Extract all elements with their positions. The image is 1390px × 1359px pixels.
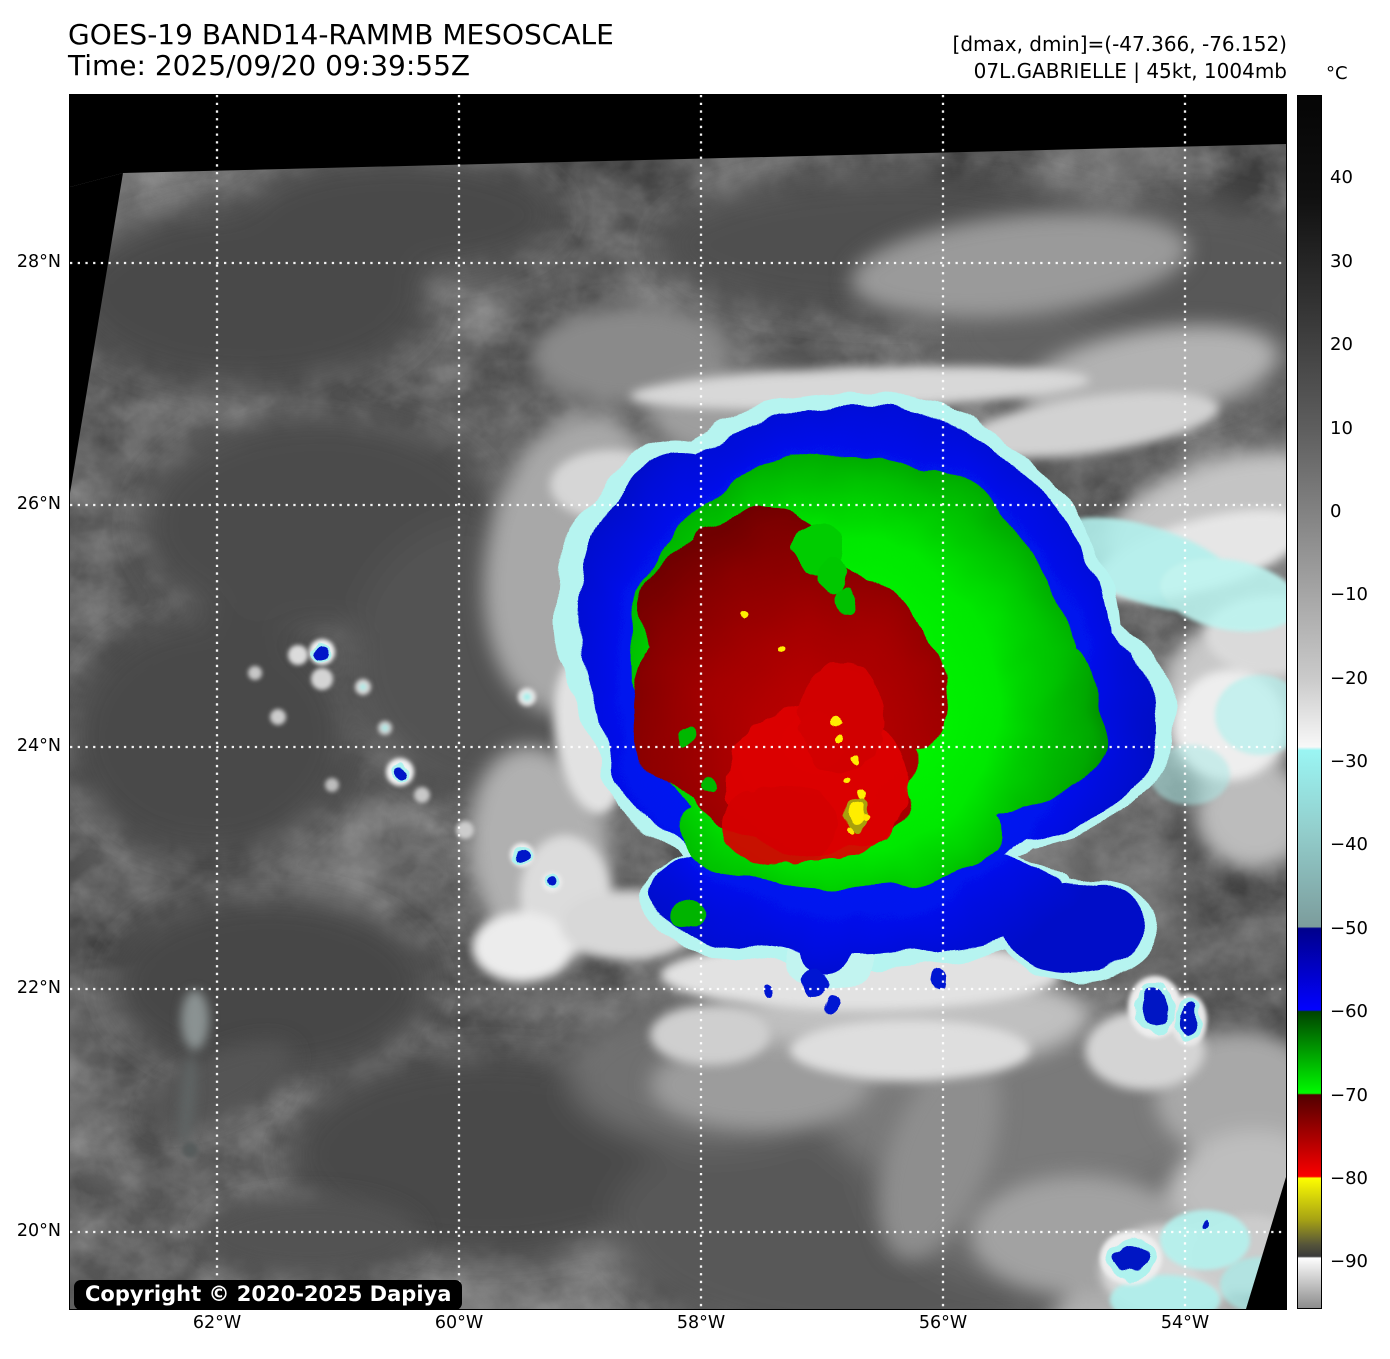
latitude-axis: 28°N 26°N 24°N 22°N 20°N <box>0 95 64 1309</box>
lon-label: 54°W <box>1160 1313 1210 1333</box>
colorbar-tick-label: −80 <box>1330 1167 1368 1189</box>
colorbar-tick-label: −50 <box>1330 917 1368 939</box>
satellite-map: Copyright © 2020-2025 Dapiya <box>69 94 1287 1310</box>
lat-label: 28°N <box>16 252 61 272</box>
colorbar-tick-label: −20 <box>1330 667 1368 689</box>
colorbar-tick-label: −30 <box>1330 751 1368 773</box>
colorbar-tick-label: −70 <box>1330 1084 1368 1106</box>
page-title: GOES-19 BAND14-RAMMB MESOSCALE <box>68 18 614 51</box>
colorbar-tick-labels: 40 30 20 10 0 −10 −20 −30 −40 −50 −60 −70 −80 −90 <box>1330 95 1385 1309</box>
cyan-cloud-patches <box>1052 517 1286 1309</box>
storm-yellow-hot-towers <box>738 611 871 833</box>
colorbar-tick-label: −40 <box>1330 834 1368 856</box>
lat-label: 24°N <box>16 736 61 756</box>
lon-label: 58°W <box>676 1313 726 1333</box>
dmax-dmin-readout: [dmax, dmin]=(-47.366, -76.152) <box>952 32 1287 56</box>
colorbar-tick-label: 10 <box>1330 417 1353 439</box>
copyright-badge: Copyright © 2020-2025 Dapiya <box>74 1280 463 1310</box>
lon-label: 62°W <box>192 1313 242 1333</box>
lat-label: 22°N <box>16 978 61 998</box>
colorbar-tick-label: 40 <box>1330 167 1353 189</box>
longitude-axis: 62°W 60°W 58°W 56°W 54°W <box>70 1313 1286 1337</box>
colorbar-tick-label: −90 <box>1330 1251 1368 1273</box>
colorbar-tick-label: −10 <box>1330 584 1368 606</box>
lon-label: 56°W <box>918 1313 968 1333</box>
colorbar-tick-label: −60 <box>1330 1001 1368 1023</box>
temperature-colorbar <box>1297 95 1322 1309</box>
colorbar-tick-label: 0 <box>1330 500 1342 522</box>
graticule <box>70 95 1286 1309</box>
storm-green-notch <box>678 521 856 789</box>
satellite-imagery <box>70 95 1286 1309</box>
storm-info: 07L.GABRIELLE | 45kt, 1004mb <box>973 59 1287 83</box>
colorbar-tick-label: 20 <box>1330 334 1353 356</box>
storm-edge-navy-spots <box>764 968 949 1015</box>
timestamp: Time: 2025/09/20 09:39:55Z <box>68 49 471 82</box>
colorbar-tick-label: 30 <box>1330 250 1353 272</box>
lat-label: 26°N <box>16 494 61 514</box>
lon-label: 60°W <box>434 1313 484 1333</box>
header-right: [dmax, dmin]=(-47.366, -76.152) 07L.GABR… <box>790 31 1287 85</box>
colorbar-unit-label: °C <box>1326 63 1348 84</box>
scan-edge-black <box>70 95 1286 1309</box>
lat-label: 20°N <box>16 1221 61 1241</box>
